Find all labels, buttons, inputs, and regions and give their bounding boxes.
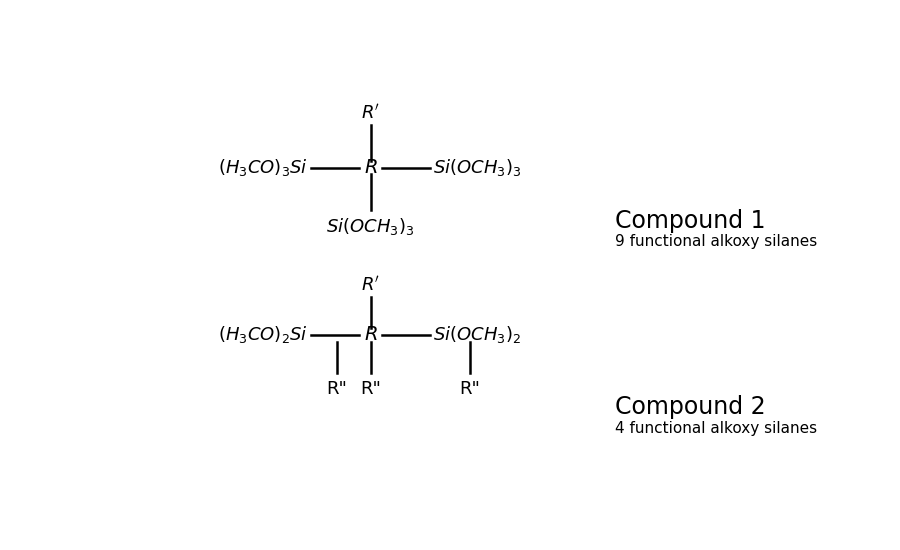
Text: $R$: $R$: [364, 158, 377, 177]
Text: $Si(OCH_3)_3$: $Si(OCH_3)_3$: [434, 157, 522, 178]
Text: 4 functional alkoxy silanes: 4 functional alkoxy silanes: [615, 421, 817, 436]
Text: R": R": [459, 380, 480, 398]
Text: R": R": [360, 380, 381, 398]
Text: R": R": [327, 380, 347, 398]
Text: $(H_3CO)_3Si$: $(H_3CO)_3Si$: [218, 157, 308, 178]
Text: $(H_3CO)_2Si$: $(H_3CO)_2Si$: [218, 324, 308, 345]
Text: 9 functional alkoxy silanes: 9 functional alkoxy silanes: [615, 234, 817, 249]
Text: $R$: $R$: [364, 326, 377, 344]
Text: $R'$: $R'$: [361, 276, 380, 294]
Text: $Si(OCH_3)_2$: $Si(OCH_3)_2$: [434, 324, 521, 345]
Text: $R'$: $R'$: [361, 104, 380, 123]
Text: $Si(OCH_3)_3$: $Si(OCH_3)_3$: [327, 216, 415, 236]
Text: Compound 1: Compound 1: [615, 208, 765, 233]
Text: Compound 2: Compound 2: [615, 395, 765, 419]
